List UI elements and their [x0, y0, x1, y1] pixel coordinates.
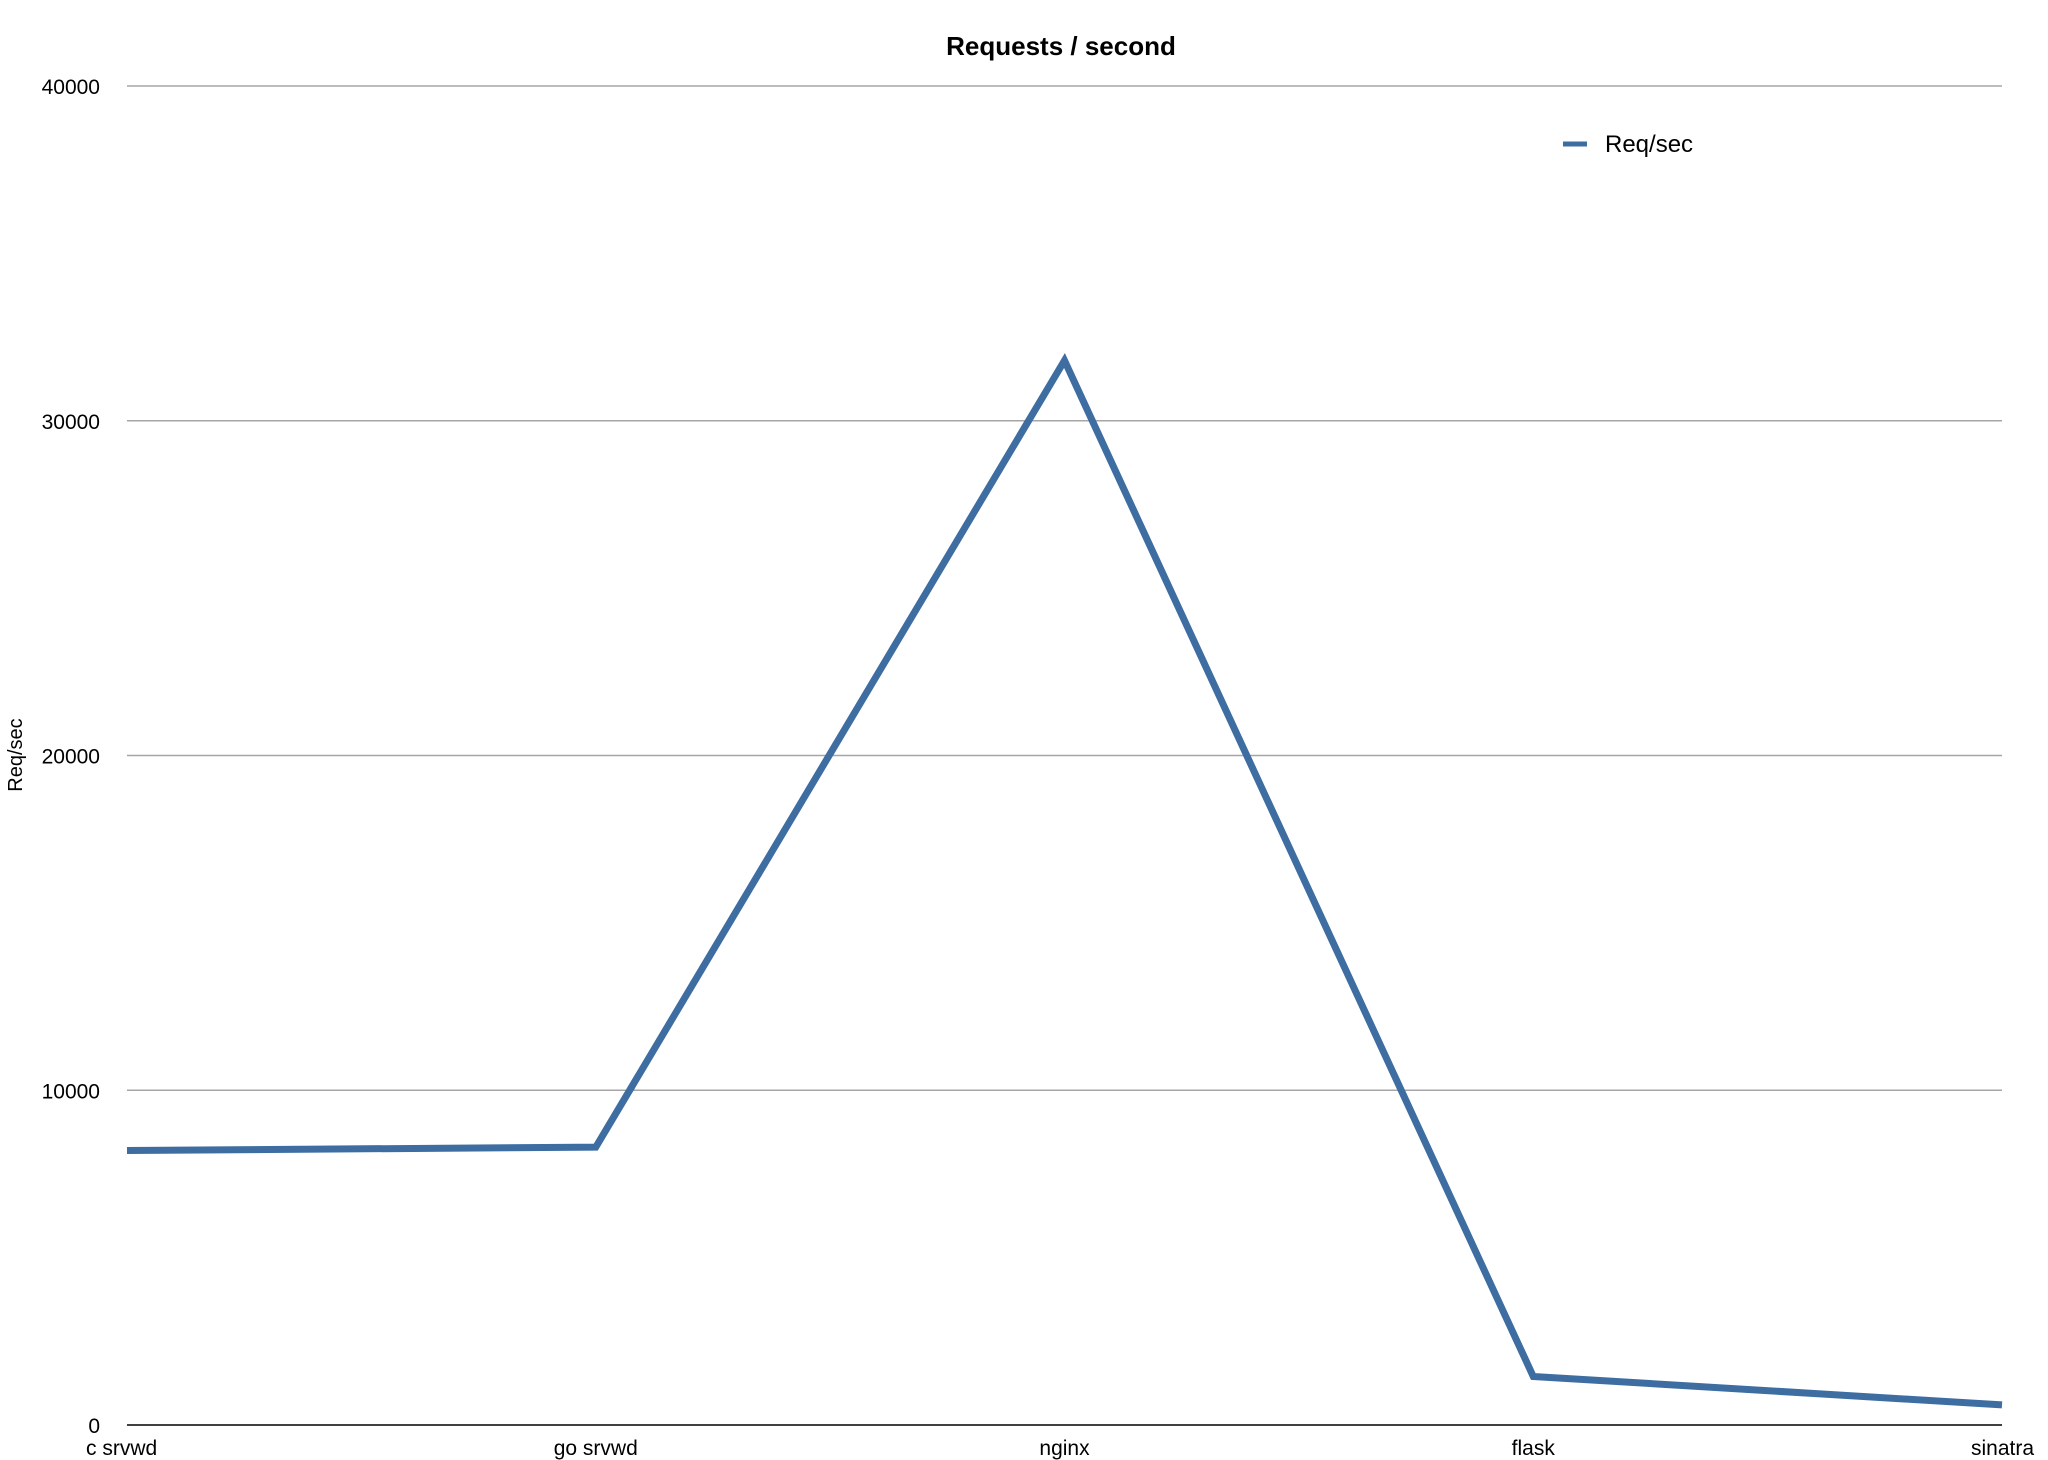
x-axis-categories: c srvwd go srvwd nginx flask sinatra: [86, 1437, 2034, 1460]
y-tick-label: 10000: [42, 1080, 100, 1103]
y-tick-label: 20000: [42, 746, 100, 769]
y-axis-ticks: 0 10000 20000 30000 40000: [42, 76, 100, 1438]
x-category-label: nginx: [1039, 1437, 1090, 1460]
series-layer: [126, 352, 2003, 1409]
y-axis-title: Req/sec: [5, 718, 27, 791]
series-line: [126, 352, 2003, 1409]
legend: Req/sec: [1563, 131, 1693, 158]
legend-label: Req/sec: [1605, 131, 1693, 158]
x-category-label: go srvwd: [554, 1437, 638, 1460]
x-category-label: flask: [1512, 1437, 1556, 1460]
y-tick-label: 40000: [42, 76, 100, 99]
x-category-label: c srvwd: [86, 1437, 157, 1460]
chart-title: Requests / second: [946, 31, 1176, 61]
y-tick-label: 30000: [42, 411, 100, 434]
grid-lines: [127, 85, 2002, 1091]
x-category-label: sinatra: [1971, 1437, 2034, 1460]
y-tick-label: 0: [88, 1415, 100, 1438]
